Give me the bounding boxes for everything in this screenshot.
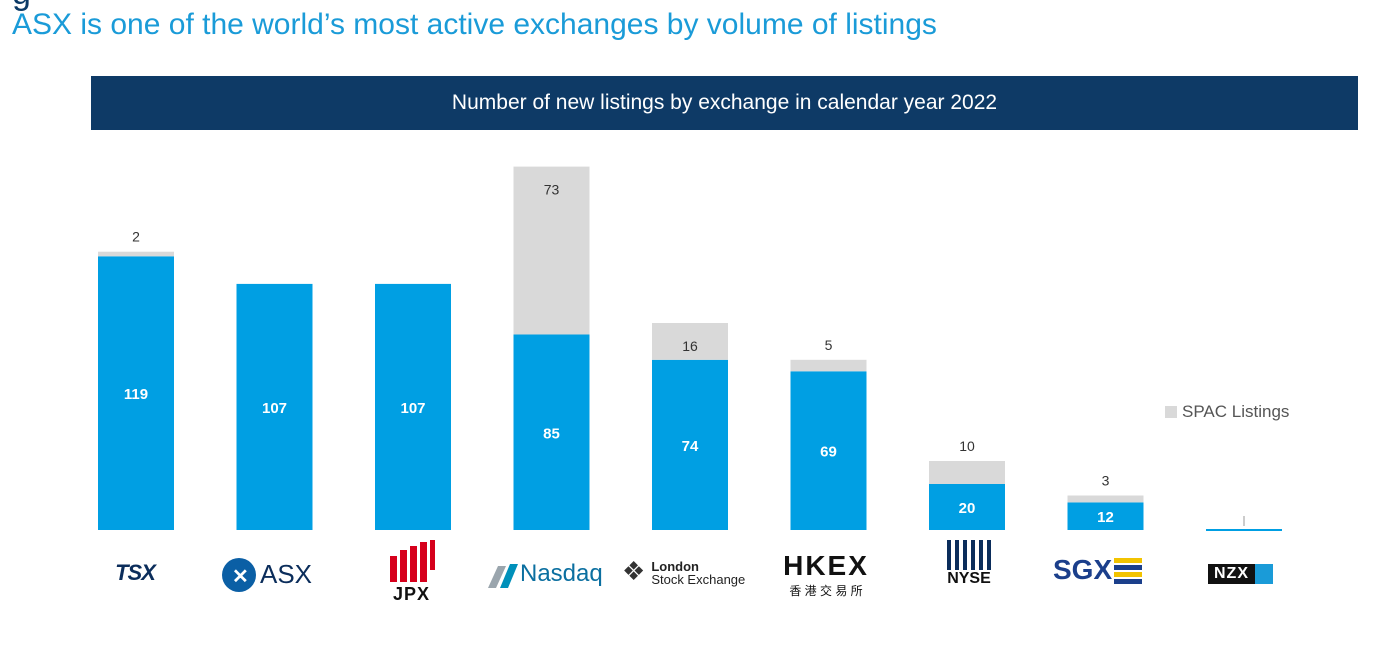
data-label-new-listings-tsx: 119 xyxy=(124,386,148,403)
lse-crest-icon: ❖ xyxy=(622,556,646,586)
data-label-spac-sgx: 3 xyxy=(1102,473,1110,489)
nyse-logo: NYSE xyxy=(939,540,999,620)
nzx-logo-text: NZX xyxy=(1208,564,1255,584)
data-label-new-listings-asx: 107 xyxy=(262,400,287,417)
bar-new-listings-tsx xyxy=(98,256,174,530)
nasdaq-emblem-icon xyxy=(488,564,518,588)
bar-new-listings-asx xyxy=(236,283,313,530)
data-label-new-listings-jpx: 107 xyxy=(400,400,425,417)
data-label-new-listings-nyse: 20 xyxy=(959,500,976,517)
slide-subtitle: ASX is one of the world’s most active ex… xyxy=(12,8,937,41)
data-label-new-listings-hkex: 69 xyxy=(820,444,837,461)
jpx-logo-text: JPX xyxy=(392,584,431,604)
asx-logo: ✕ ASX xyxy=(222,540,322,620)
bar-new-listings-sgx xyxy=(1067,502,1144,530)
nzx-logo: NZX xyxy=(1208,540,1288,620)
nasdaq-logo-text: Nasdaq xyxy=(520,560,603,587)
sgx-logo: SGX xyxy=(1053,540,1153,620)
hkex-logo-text: HKEX xyxy=(783,550,869,581)
hkex-logo-chinese: 香 港 交 易 所 xyxy=(789,584,863,598)
lse-logo-line2: Stock Exchange xyxy=(651,572,746,587)
jpx-emblem-icon xyxy=(389,540,435,582)
sgx-logo-text: SGX xyxy=(1053,554,1113,585)
bar-spac-nyse xyxy=(929,461,1005,484)
tsx-logo: TSX xyxy=(105,540,165,620)
data-label-new-listings-london-stock-exchange: 74 xyxy=(682,438,699,455)
legend-swatch-spac xyxy=(1165,406,1177,418)
asx-logo-text: ASX xyxy=(260,559,313,589)
bar-spac-sgx xyxy=(1067,495,1144,503)
data-label-spac-london-stock-exchange: 16 xyxy=(682,338,698,354)
data-label-new-listings-nasdaq: 85 xyxy=(543,425,560,442)
data-label-spac-nasdaq: 73 xyxy=(544,182,560,198)
data-label-spac-nyse: 10 xyxy=(959,438,975,454)
bar-new-listings-nyse xyxy=(929,484,1005,530)
nyse-logo-text: NYSE xyxy=(947,570,991,587)
lse-logo: ❖ London Stock Exchange xyxy=(622,540,762,620)
chart-legend: SPAC Listings xyxy=(1165,402,1289,422)
sgx-stripes-icon xyxy=(1114,558,1143,584)
nyse-building-icon xyxy=(947,540,991,570)
data-label-new-listings-sgx: 12 xyxy=(1097,509,1114,526)
cut-off-title-fragment: g xyxy=(12,0,31,13)
tsx-logo-text: TSX xyxy=(115,560,156,585)
bar-new-listings-nasdaq xyxy=(513,334,590,530)
bar-spac-hkex xyxy=(790,359,867,372)
legend-label-spac: SPAC Listings xyxy=(1182,402,1290,421)
hkex-logo: HKEX 香 港 交 易 所 xyxy=(779,540,873,620)
bar-spac-nasdaq xyxy=(513,166,590,335)
chart-title: Number of new listings by exchange in ca… xyxy=(451,91,998,114)
bar-new-listings-hkex xyxy=(790,371,867,530)
bar-new-listings-london-stock-exchange xyxy=(652,359,728,530)
asx-emblem-icon: ✕ xyxy=(222,558,256,592)
lse-logo-line1: London xyxy=(651,559,699,574)
data-label-spac-tsx: 2 xyxy=(132,229,140,245)
bar-new-listings-jpx xyxy=(375,283,451,530)
jpx-logo: JPX xyxy=(384,540,439,620)
data-label-spac-hkex: 5 xyxy=(825,337,833,353)
nasdaq-logo: Nasdaq xyxy=(486,540,611,620)
bar-spac-tsx xyxy=(98,251,174,257)
chart-title-banner: Number of new listings by exchange in ca… xyxy=(91,76,1358,130)
bar-spac-london-stock-exchange xyxy=(652,323,728,360)
nzx-flag-icon xyxy=(1255,564,1273,584)
